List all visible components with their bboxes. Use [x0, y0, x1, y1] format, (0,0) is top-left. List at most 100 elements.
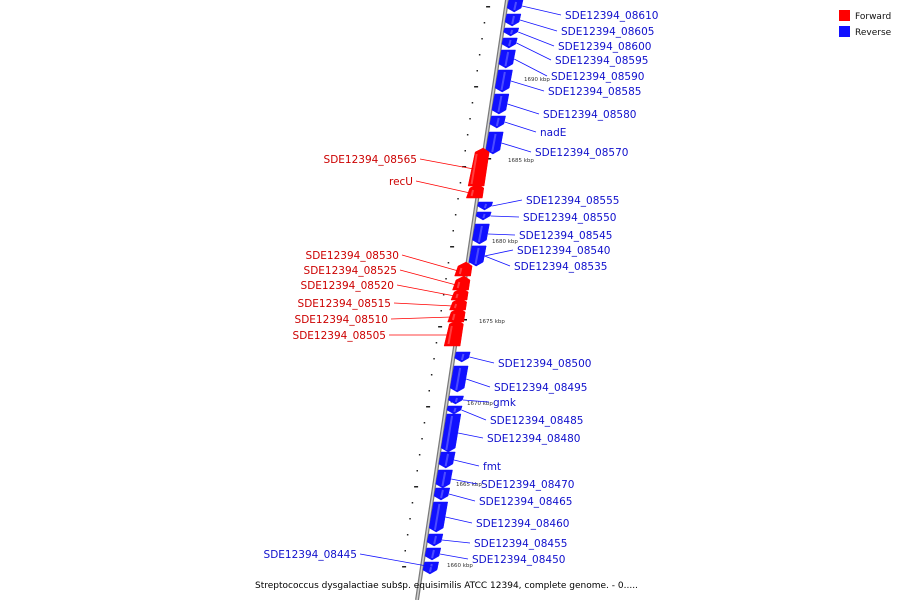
- leader-line: [441, 539, 471, 544]
- gene-label[interactable]: SDE12394_08590: [551, 71, 644, 83]
- scale-tick: [459, 182, 462, 184]
- gene-block[interactable]: [506, 0, 524, 13]
- gene-label[interactable]: SDE12394_08520: [301, 280, 394, 292]
- gene-label[interactable]: SDE12394_08455: [474, 538, 567, 550]
- gene-label[interactable]: SDE12394_08580: [543, 109, 636, 121]
- gene-block[interactable]: [448, 395, 464, 405]
- gene-label[interactable]: SDE12394_08515: [298, 298, 391, 310]
- gene-block[interactable]: [449, 365, 469, 393]
- gene-block[interactable]: [447, 307, 466, 323]
- leader-line: [399, 269, 457, 286]
- gene-block-highlight: [453, 407, 457, 413]
- gene-block[interactable]: [428, 501, 448, 533]
- leader-line: [461, 409, 487, 421]
- gene-label[interactable]: SDE12394_08595: [555, 55, 648, 67]
- gene-label[interactable]: SDE12394_08485: [490, 415, 583, 427]
- scale-tick: [414, 486, 419, 488]
- major-tick: [463, 319, 467, 321]
- gene-block[interactable]: [435, 469, 453, 489]
- gene-label[interactable]: SDE12394_08470: [481, 479, 574, 491]
- gene-block[interactable]: [450, 287, 469, 301]
- gene-block[interactable]: [449, 297, 467, 311]
- gene-block-highlight: [455, 367, 462, 391]
- gene-block[interactable]: [438, 451, 456, 469]
- gene-block-highlight: [474, 247, 480, 265]
- gene-label[interactable]: SDE12394_08535: [514, 261, 607, 273]
- gene-label[interactable]: fmt: [483, 461, 501, 473]
- gene-block[interactable]: [472, 223, 490, 245]
- gene-label[interactable]: SDE12394_08505: [293, 330, 386, 342]
- gene-label[interactable]: SDE12394_08460: [476, 518, 569, 530]
- gene-label[interactable]: SDE12394_08480: [487, 433, 580, 445]
- gene-label[interactable]: SDE12394_08550: [523, 212, 616, 224]
- gene-block[interactable]: [446, 405, 463, 415]
- leader-lines: [359, 5, 562, 569]
- leader-line: [518, 31, 555, 47]
- leader-line: [466, 378, 491, 388]
- gene-label[interactable]: SDE12394_08600: [558, 41, 651, 53]
- gene-label[interactable]: SDE12394_08565: [324, 154, 417, 166]
- gene-block[interactable]: [454, 261, 473, 277]
- gene-label[interactable]: SDE12394_08610: [565, 10, 658, 22]
- leader-line: [504, 121, 537, 133]
- scale-tick: [404, 550, 406, 552]
- scale-tick: [438, 326, 443, 328]
- gene-block[interactable]: [475, 211, 492, 221]
- gene-block[interactable]: [498, 49, 516, 69]
- gene-block-highlight: [510, 29, 514, 35]
- gene-block[interactable]: [465, 183, 485, 199]
- gene-block[interactable]: [426, 533, 444, 547]
- gene-label[interactable]: SDE12394_08465: [479, 496, 572, 508]
- gene-block[interactable]: [422, 561, 440, 575]
- gene-block[interactable]: [440, 413, 462, 453]
- gene-block[interactable]: [477, 201, 494, 211]
- gene-block-highlight: [470, 153, 478, 185]
- scale-tick: [445, 278, 447, 280]
- gene-block-highlight: [441, 471, 447, 487]
- gene-block[interactable]: [485, 131, 504, 155]
- gene-label[interactable]: SDE12394_08445: [264, 549, 357, 561]
- gene-label[interactable]: SDE12394_08495: [494, 382, 587, 394]
- scale-tick-labels: 1690 kbp 1685 kbp 1680 kbp 1675 kbp 1670…: [447, 77, 550, 569]
- gene-label[interactable]: SDE12394_08530: [306, 250, 399, 262]
- scale-tick: [483, 22, 486, 24]
- gene-block[interactable]: [489, 115, 506, 129]
- gene-label[interactable]: SDE12394_08510: [295, 314, 388, 326]
- gene-label[interactable]: nadE: [540, 127, 566, 139]
- leader-line: [510, 80, 545, 92]
- gene-block-highlight: [504, 51, 510, 67]
- scale-tick: [476, 70, 478, 72]
- gene-label[interactable]: SDE12394_08450: [472, 554, 565, 566]
- gene-label[interactable]: SDE12394_08500: [498, 358, 591, 370]
- gene-label[interactable]: gmk: [493, 397, 517, 409]
- gene-block[interactable]: [468, 245, 487, 267]
- gene-label[interactable]: SDE12394_08540: [517, 245, 610, 257]
- gene-block-highlight: [456, 281, 461, 289]
- gene-block[interactable]: [467, 147, 490, 187]
- gene-block[interactable]: [424, 547, 442, 561]
- gene-block-highlight: [445, 415, 454, 451]
- gene-block-highlight: [482, 213, 486, 219]
- gene-block[interactable]: [494, 69, 513, 93]
- leader-line: [415, 180, 471, 194]
- gene-label[interactable]: SDE12394_08545: [519, 230, 612, 242]
- scale-tick: [454, 214, 457, 216]
- gene-block[interactable]: [452, 275, 471, 291]
- gene-label[interactable]: SDE12394_08585: [548, 86, 641, 98]
- gene-label[interactable]: SDE12394_08555: [526, 195, 619, 207]
- map-caption: Streptococcus dysgalactiae subsp. equisi…: [255, 581, 638, 591]
- gene-block-highlight: [508, 39, 512, 47]
- gene-block[interactable]: [501, 37, 518, 49]
- gene-block[interactable]: [504, 13, 522, 27]
- leader-line: [492, 199, 523, 207]
- gene-block-highlight: [500, 71, 506, 91]
- gene-label[interactable]: SDE12394_08525: [304, 265, 397, 277]
- gene-label[interactable]: SDE12394_08605: [561, 26, 654, 38]
- gene-block[interactable]: [443, 319, 464, 347]
- gene-block[interactable]: [454, 351, 471, 363]
- gene-label[interactable]: SDE12394_08570: [535, 147, 628, 159]
- gene-label[interactable]: recU: [389, 176, 413, 188]
- gene-block[interactable]: [503, 27, 520, 37]
- gene-block[interactable]: [491, 93, 510, 115]
- gene-block[interactable]: [433, 487, 451, 501]
